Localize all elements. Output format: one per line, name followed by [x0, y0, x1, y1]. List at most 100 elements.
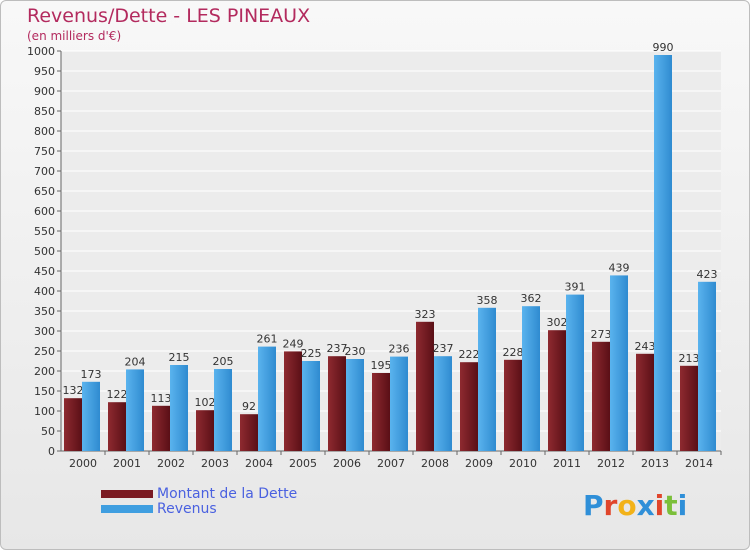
x-tick-label: 2002 [157, 457, 185, 470]
data-label-revenue: 205 [213, 355, 234, 368]
bar-debt [592, 341, 610, 451]
bar-debt [460, 362, 478, 451]
x-tick-label: 2007 [377, 457, 405, 470]
data-label-debt: 122 [107, 388, 128, 401]
y-tick-label: 0 [48, 445, 55, 458]
data-label-revenue: 391 [565, 281, 586, 294]
data-label-debt: 302 [547, 316, 568, 329]
data-label-revenue: 225 [301, 347, 322, 360]
data-label-debt: 92 [242, 400, 256, 413]
data-label-debt: 113 [151, 392, 172, 405]
x-tick-label: 2011 [553, 457, 581, 470]
y-tick-label: 100 [34, 405, 55, 418]
logo-letter: o [617, 489, 637, 522]
y-tick-label: 50 [41, 425, 55, 438]
bar-debt [548, 330, 566, 451]
y-tick-label: 550 [34, 225, 55, 238]
logo-letter: r [603, 489, 618, 522]
bar-debt [372, 373, 390, 451]
y-tick-label: 950 [34, 65, 55, 78]
data-label-revenue: 439 [609, 261, 630, 274]
logo-letter: x [636, 489, 655, 522]
y-tick-label: 250 [34, 345, 55, 358]
bar-revenue [82, 381, 100, 451]
data-label-debt: 243 [635, 340, 656, 353]
logo-letter: t [664, 489, 678, 522]
data-label-revenue: 423 [697, 268, 718, 281]
bar-debt [504, 359, 522, 451]
x-tick-label: 2008 [421, 457, 449, 470]
bar-revenue [654, 55, 672, 451]
data-label-revenue: 173 [81, 368, 102, 381]
bar-revenue [478, 307, 496, 451]
bar-revenue [214, 369, 232, 451]
y-tick-label: 750 [34, 145, 55, 158]
data-label-revenue: 362 [521, 292, 542, 305]
bar-debt [240, 414, 258, 451]
data-label-debt: 222 [459, 348, 480, 361]
data-label-revenue: 990 [653, 41, 674, 54]
bar-revenue [698, 281, 716, 451]
x-tick-label: 2014 [685, 457, 713, 470]
logo-letter: i [654, 489, 665, 522]
data-label-debt: 228 [503, 346, 524, 359]
y-tick-label: 500 [34, 245, 55, 258]
bar-revenue [390, 356, 408, 451]
x-tick-label: 2004 [245, 457, 273, 470]
bar-revenue [258, 346, 276, 451]
data-label-debt: 273 [591, 328, 612, 341]
data-label-revenue: 215 [169, 351, 190, 364]
x-tick-label: 2001 [113, 457, 141, 470]
data-label-debt: 213 [679, 352, 700, 365]
y-tick-label: 600 [34, 205, 55, 218]
bar-revenue [170, 365, 188, 451]
data-label-revenue: 358 [477, 294, 498, 307]
data-label-debt: 132 [63, 384, 84, 397]
legend-swatch-debt [101, 490, 153, 498]
bar-debt [152, 405, 170, 451]
bar-debt [196, 410, 214, 451]
y-tick-label: 450 [34, 265, 55, 278]
bar-debt [328, 356, 346, 451]
bar-debt [108, 402, 126, 451]
bar-debt [64, 398, 82, 451]
y-tick-label: 650 [34, 185, 55, 198]
y-tick-label: 1000 [27, 45, 55, 58]
data-label-debt: 237 [327, 342, 348, 355]
bar-revenue [434, 356, 452, 451]
y-tick-label: 700 [34, 165, 55, 178]
proxiti-logo: Proxiti [583, 489, 687, 522]
bar-debt [636, 353, 654, 451]
bar-debt [416, 321, 434, 451]
x-tick-label: 2013 [641, 457, 669, 470]
data-label-revenue: 230 [345, 345, 366, 358]
data-label-revenue: 237 [433, 342, 454, 355]
x-tick-label: 2006 [333, 457, 361, 470]
y-tick-label: 200 [34, 365, 55, 378]
bar-revenue [302, 361, 320, 451]
data-label-debt: 102 [195, 396, 216, 409]
legend-swatch-revenue [101, 505, 153, 513]
legend-label-revenue: Revenus [157, 501, 217, 517]
x-tick-label: 2012 [597, 457, 625, 470]
data-label-revenue: 204 [125, 355, 146, 368]
data-label-debt: 323 [415, 308, 436, 321]
x-tick-label: 2010 [509, 457, 537, 470]
x-tick-label: 2003 [201, 457, 229, 470]
data-label-debt: 195 [371, 359, 392, 372]
data-label-revenue: 261 [257, 333, 278, 346]
x-tick-label: 2000 [69, 457, 97, 470]
bar-revenue [522, 306, 540, 451]
logo-letter: i [677, 489, 688, 522]
bar-revenue [126, 369, 144, 451]
logo-letter: P [583, 489, 604, 522]
bar-revenue [346, 359, 364, 451]
bar-debt [284, 351, 302, 451]
chart-title: Revenus/Dette - LES PINEAUX [27, 5, 311, 27]
y-tick-label: 350 [34, 305, 55, 318]
data-label-debt: 249 [283, 337, 304, 350]
y-tick-label: 800 [34, 125, 55, 138]
y-tick-label: 400 [34, 285, 55, 298]
